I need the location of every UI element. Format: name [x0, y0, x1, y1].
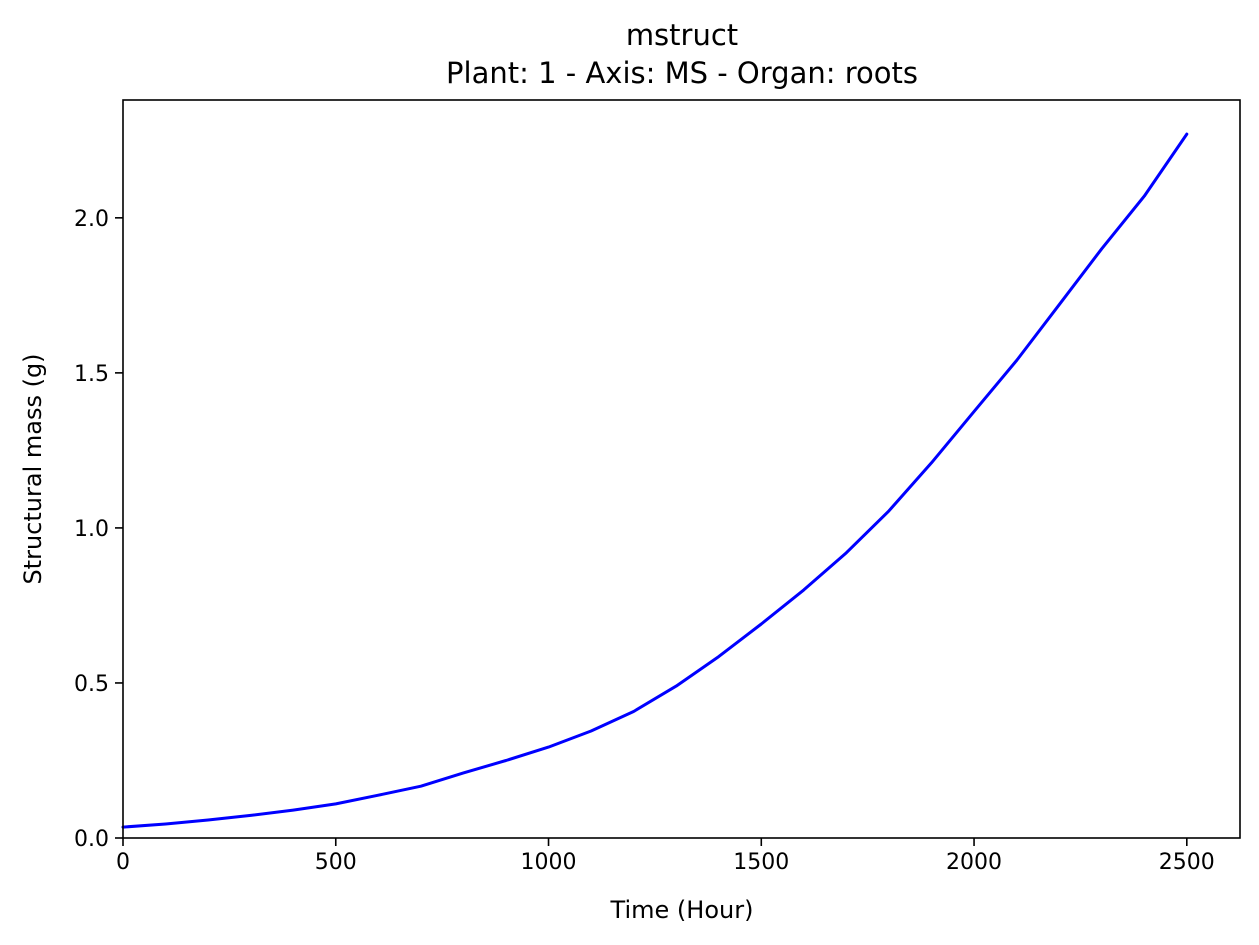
- x-tick-label: 2000: [946, 850, 1002, 875]
- series-line-0: [121, 132, 1189, 829]
- y-tick-label: 0.5: [74, 672, 109, 697]
- x-tick-label: 1500: [733, 850, 789, 875]
- x-tick-label: 1000: [521, 850, 577, 875]
- x-tick-label: 500: [315, 850, 357, 875]
- series-layer: [121, 132, 1189, 829]
- y-tick-label: 1.5: [74, 362, 109, 387]
- chart-title: mstruct: [626, 18, 738, 52]
- x-tick-label: 2500: [1159, 850, 1215, 875]
- y-axis-label: Structural mass (g): [19, 353, 47, 584]
- chart-subtitle: Plant: 1 - Axis: MS - Organ: roots: [446, 56, 918, 90]
- y-tick-label: 0.0: [74, 827, 109, 852]
- x-axis-label: Time (Hour): [610, 896, 754, 924]
- x-axis-ticks: 0 500 1000 1500 2000 2500: [116, 838, 1215, 875]
- y-tick-label: 1.0: [74, 517, 109, 542]
- x-tick-label: 0: [116, 850, 130, 875]
- y-axis-ticks: 0.0 0.5 1.0 1.5 2.0: [74, 207, 123, 852]
- plot-frame: [122, 99, 1241, 839]
- y-tick-label: 2.0: [74, 207, 109, 232]
